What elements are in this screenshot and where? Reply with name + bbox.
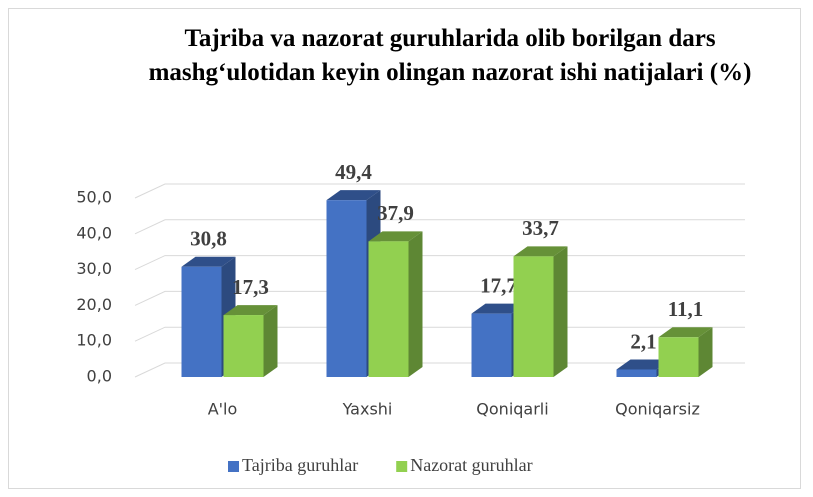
y-tick-label: 50,0 [76, 188, 112, 207]
x-tick-label: Yaxshi [342, 400, 393, 419]
y-tick-label: 10,0 [76, 331, 112, 350]
value-label: 33,7 [522, 216, 559, 240]
bar-side [408, 231, 423, 377]
bar-top [368, 231, 423, 242]
x-tick-label: Qoniqarsiz [615, 400, 700, 419]
value-label: 49,4 [335, 160, 372, 184]
value-label: 11,1 [668, 297, 704, 321]
value-label: 17,3 [232, 275, 269, 299]
grid-line [134, 219, 745, 235]
legend-swatch [228, 461, 239, 472]
bar [471, 313, 512, 377]
value-label: 37,9 [377, 201, 414, 225]
value-label: 17,7 [480, 273, 517, 297]
bar [181, 266, 222, 377]
bar-top [181, 256, 236, 267]
y-tick-label: 30,0 [76, 259, 112, 278]
chart-title: Tajriba va nazorat guruhlarida olib bori… [148, 25, 752, 86]
x-tick-label: A'lo [208, 400, 238, 419]
legend-label: Tajriba guruhlar [242, 455, 358, 475]
bar [616, 369, 657, 377]
bar-top [658, 327, 713, 338]
bar-top [326, 190, 381, 201]
value-label: 30,8 [190, 227, 227, 251]
value-label: 2,1 [630, 329, 656, 353]
bar-side [698, 327, 713, 377]
bar [658, 337, 699, 377]
legend-swatch [396, 461, 408, 472]
bar-top [513, 246, 568, 257]
bar-top [471, 303, 526, 314]
bar [223, 315, 264, 377]
y-tick-label: 0,0 [87, 367, 112, 386]
bar-side [553, 246, 568, 377]
bar [513, 256, 554, 377]
grid-line [134, 183, 745, 199]
bar [326, 200, 367, 377]
bar-top [616, 359, 671, 370]
bar-top [223, 305, 278, 316]
y-tick-label: 20,0 [76, 295, 112, 314]
bar [368, 241, 409, 377]
x-tick-label: Qoniqarli [476, 400, 548, 419]
y-tick-label: 40,0 [76, 223, 112, 242]
legend-label: Nazorat guruhlar [410, 455, 532, 475]
bar-side [263, 305, 278, 377]
